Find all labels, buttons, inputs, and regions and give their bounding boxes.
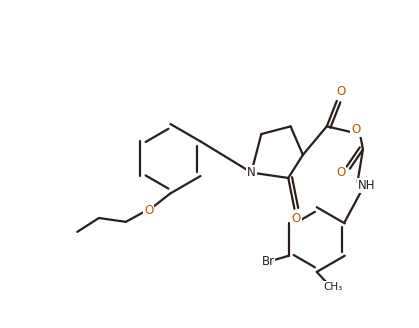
Text: O: O — [144, 204, 153, 217]
Text: Br: Br — [261, 256, 274, 268]
Text: O: O — [291, 212, 300, 225]
Text: O: O — [336, 166, 345, 179]
Text: O: O — [352, 123, 361, 136]
Text: CH₃: CH₃ — [323, 282, 343, 292]
Text: N: N — [247, 166, 256, 179]
Text: NH: NH — [358, 179, 375, 192]
Text: O: O — [336, 85, 345, 98]
